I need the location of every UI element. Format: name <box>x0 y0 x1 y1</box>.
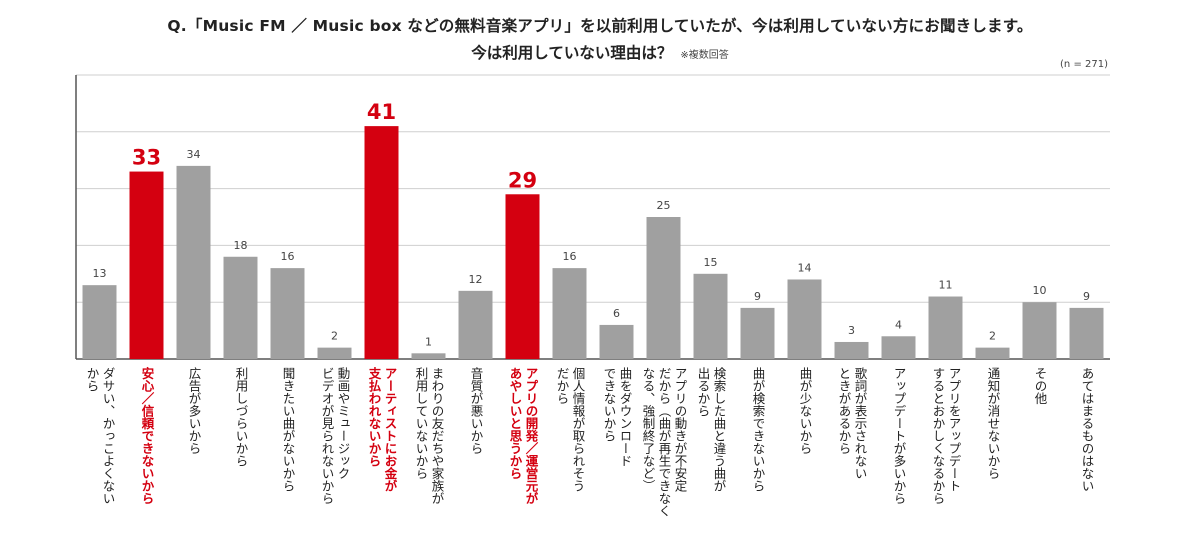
bar <box>129 171 164 359</box>
bar <box>834 341 869 359</box>
category-label: 通知が消せないから <box>985 367 1001 480</box>
data-label: 33 <box>132 146 161 170</box>
chart-title: Q.「Music FM ／ Music box などの無料音楽アプリ」を以前利用… <box>167 17 1033 35</box>
category-label: 利用しづらいから <box>233 367 249 467</box>
data-label: 13 <box>93 267 107 280</box>
chart-subtitle: 今は利用していない理由は？ ※複数回答 <box>0 41 1200 63</box>
bar <box>646 217 681 359</box>
chart-subtitle-text: 今は利用していない理由は？ <box>471 44 673 62</box>
bar <box>176 165 211 359</box>
data-label: 14 <box>798 261 812 274</box>
data-label: 1 <box>425 335 432 348</box>
category-label: 曲をダウンロード できないから <box>601 367 633 467</box>
bar <box>270 268 305 359</box>
data-label: 34 <box>187 148 201 161</box>
bar <box>223 256 258 359</box>
category-label: アプリの開発／運営元が あやしいと思うから <box>507 367 539 505</box>
data-label: 3 <box>848 324 855 337</box>
data-label: 25 <box>657 199 671 212</box>
category-label: アップデートが多いから <box>891 367 907 505</box>
category-label: 安心／信頼できないから <box>139 367 155 505</box>
sample-size: (n = 271) <box>1060 59 1108 70</box>
data-label: 18 <box>234 239 248 252</box>
category-label: 曲が少ないから <box>797 367 813 455</box>
bar <box>599 324 634 359</box>
category-label: ダサい、かっこよくない から <box>84 367 116 505</box>
bar <box>317 347 352 359</box>
multiple-answer-note: ※複数回答 <box>680 50 729 61</box>
category-label: 広告が多いから <box>186 367 202 455</box>
category-label: あてはまるものはない <box>1079 367 1095 492</box>
category-label: 検索した曲と違う曲が 出るから <box>695 367 727 492</box>
bar <box>928 296 963 359</box>
data-label: 2 <box>331 330 338 343</box>
data-label: 4 <box>895 318 902 331</box>
category-label: 歌詞が表示されない ときがあるから <box>836 367 868 480</box>
data-label: 29 <box>508 168 537 192</box>
bar <box>552 268 587 359</box>
category-label: まわりの友だちや家族が 利用していないから <box>413 367 445 505</box>
category-label: アプリをアップデート するとおかしくなるから <box>930 367 962 505</box>
data-label: 16 <box>281 250 295 263</box>
data-label: 41 <box>367 100 396 124</box>
data-label: 11 <box>939 279 953 292</box>
bar <box>411 353 446 359</box>
bar <box>82 285 117 359</box>
data-label: 15 <box>704 256 718 269</box>
data-label: 2 <box>989 330 996 343</box>
data-label: 16 <box>563 250 577 263</box>
data-label: 6 <box>613 307 620 320</box>
data-label: 9 <box>754 290 761 303</box>
bar <box>740 307 775 359</box>
data-label: 9 <box>1083 290 1090 303</box>
bar <box>881 336 916 359</box>
category-label: 音質が悪いから <box>468 367 484 455</box>
category-label: 動画やミュージック ビデオが見られないから <box>319 367 351 505</box>
bar <box>693 273 728 359</box>
category-label: その他 <box>1032 367 1048 405</box>
category-label: アーティストにお金が 支払われないから <box>366 367 398 492</box>
category-label: 聞きたい曲がないから <box>280 367 296 492</box>
category-label: 個人情報が取られそう だから <box>554 367 586 492</box>
bar <box>505 194 540 359</box>
bar <box>458 290 493 359</box>
bar <box>1069 307 1104 359</box>
category-label: アプリの動きが不安定 だから（曲が再生できなく なる、強制終了など） <box>640 367 688 517</box>
bar <box>975 347 1010 359</box>
bar <box>787 279 822 359</box>
data-label: 12 <box>469 273 483 286</box>
bar <box>1022 302 1057 359</box>
bar <box>364 126 399 360</box>
category-label: 曲が検索できないから <box>750 367 766 492</box>
data-label: 10 <box>1033 284 1047 297</box>
